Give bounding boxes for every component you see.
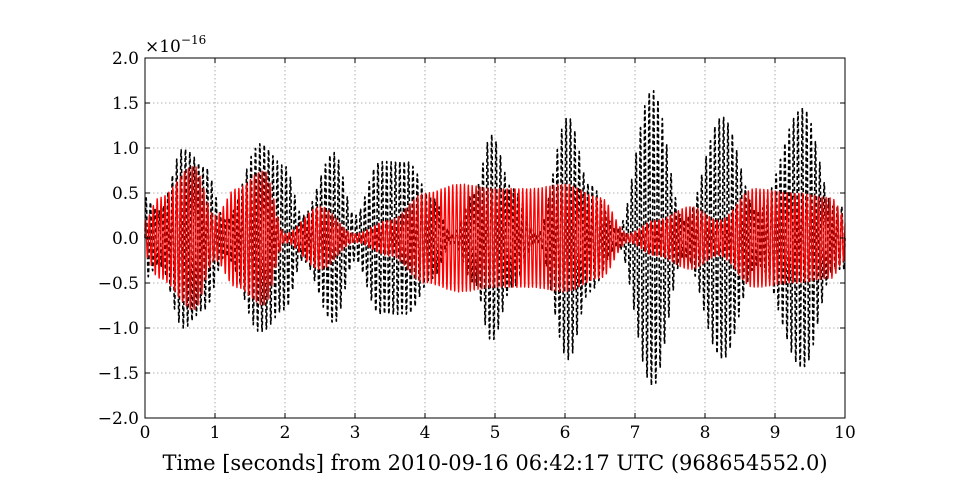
x-tick-label: 5 — [490, 423, 501, 443]
ticks: 0 1 2 3 4 5 6 7 8 9 10 −2.0 −1.5 −1.0 −0.5 0.0 0.5 1.0 1.5… — [98, 49, 856, 443]
y-tick-label: 2.0 — [112, 49, 139, 69]
y-tick-label: 0.5 — [112, 184, 139, 204]
y-tick-label: −1.0 — [98, 319, 139, 339]
x-tick-label: 4 — [420, 423, 431, 443]
x-tick-label: 9 — [770, 423, 781, 443]
x-tick-label: 8 — [700, 423, 711, 443]
series-line-2 — [144, 166, 846, 310]
series-line-1 — [144, 89, 846, 387]
x-tick-label: 6 — [560, 423, 571, 443]
x-tick-label: 2 — [280, 423, 291, 443]
y-tick-label: 1.0 — [112, 139, 139, 159]
y-tick-label: −0.5 — [98, 274, 139, 294]
x-tick-label: 7 — [630, 423, 641, 443]
x-tick-label: 0 — [140, 423, 151, 443]
x-axis-label: Time [seconds] from 2010-09-16 06:42:17 … — [162, 451, 827, 475]
y-tick-label: 0.0 — [112, 229, 139, 249]
y-tick-label: 1.5 — [112, 94, 139, 114]
y-offset-label: ×10−16 — [145, 33, 206, 57]
y-tick-label: −2.0 — [98, 409, 139, 429]
series-group — [144, 89, 846, 387]
x-tick-label: 10 — [834, 423, 856, 443]
x-tick-label: 3 — [350, 423, 361, 443]
x-tick-label: 1 — [210, 423, 221, 443]
y-tick-label: −1.5 — [98, 364, 139, 384]
